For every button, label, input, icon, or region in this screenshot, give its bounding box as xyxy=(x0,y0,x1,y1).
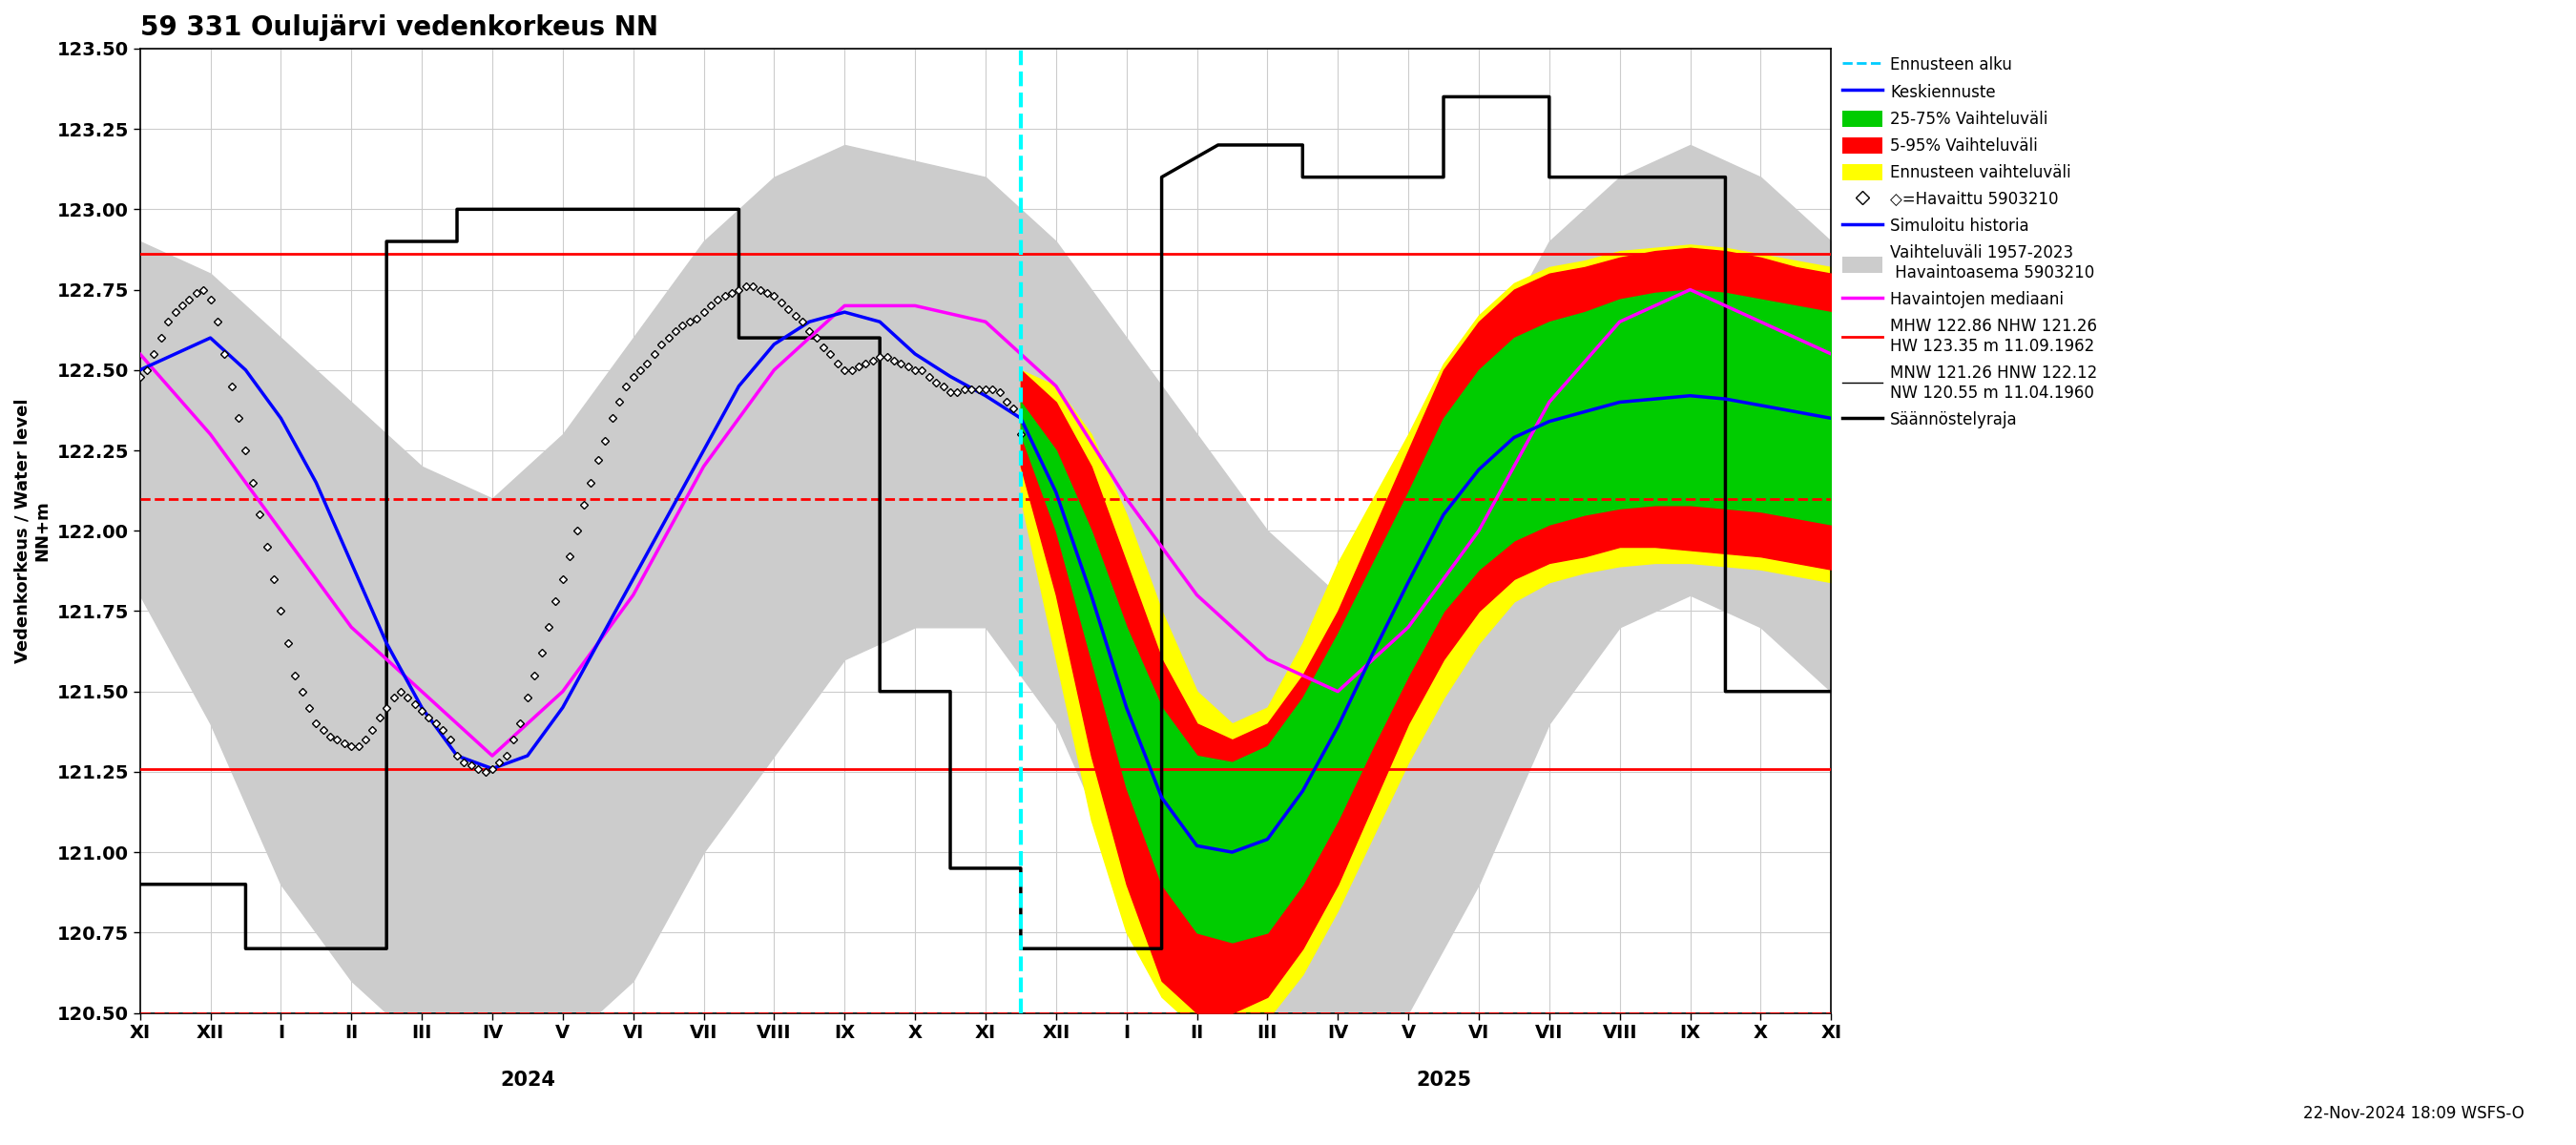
Y-axis label: Vedenkorkeus / Water level
NN+m: Vedenkorkeus / Water level NN+m xyxy=(15,398,52,663)
Text: 2024: 2024 xyxy=(500,1071,556,1090)
Text: 59 331 Oulujärvi vedenkorkeus NN: 59 331 Oulujärvi vedenkorkeus NN xyxy=(139,14,657,41)
Text: 2025: 2025 xyxy=(1417,1071,1471,1090)
Legend: Ennusteen alku, Keskiennuste, 25-75% Vaihteluväli, 5-95% Vaihteluväli, Ennusteen: Ennusteen alku, Keskiennuste, 25-75% Vai… xyxy=(1842,56,2097,428)
Text: 22-Nov-2024 18:09 WSFS-O: 22-Nov-2024 18:09 WSFS-O xyxy=(2303,1105,2524,1122)
